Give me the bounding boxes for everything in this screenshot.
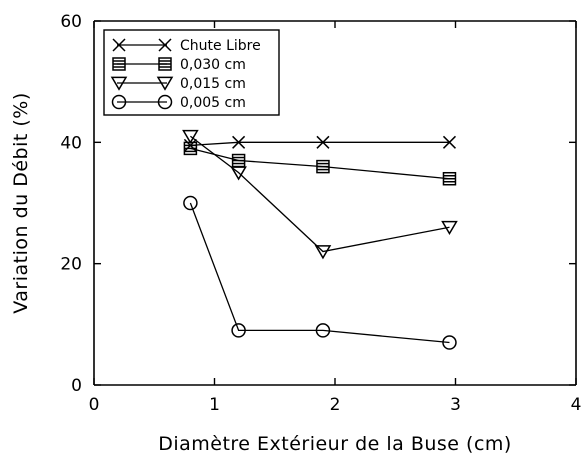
series-line (190, 141, 450, 147)
y-axis-title: Variation du Débit (%) (10, 92, 32, 314)
legend-label: 0,030 cm (180, 57, 246, 73)
marker-stroke (442, 135, 457, 149)
x-axis-title: Diamètre Extérieur de la Buse (cm) (158, 433, 512, 455)
data-point (231, 153, 246, 168)
marker-shape (442, 335, 457, 350)
marker-shape (231, 323, 246, 338)
data-point (441, 220, 458, 236)
data-point (316, 135, 330, 149)
data-point (183, 141, 198, 156)
marker-shape (110, 76, 128, 91)
marker-stroke (158, 38, 172, 52)
data-point (231, 323, 246, 338)
marker-stroke (232, 135, 246, 149)
legend-box (103, 29, 280, 116)
marker-stroke (112, 38, 126, 52)
data-point (230, 166, 247, 181)
legend-label: Chute Libre (180, 38, 261, 54)
legend-marker-left (112, 38, 126, 52)
series-line (190, 135, 450, 253)
y-tick-label: 40 (60, 133, 82, 153)
data-point (182, 129, 199, 145)
y-tick-label: 20 (60, 255, 82, 275)
x-tick-label: 3 (450, 395, 461, 415)
marker-shape (441, 220, 458, 236)
legend-marker-left (112, 57, 126, 71)
y-tick-label: 0 (71, 376, 82, 396)
data-point (315, 323, 331, 338)
legend-item: 0,005 cm (111, 94, 246, 111)
marker-shape (230, 166, 247, 181)
legend-marker-right (157, 94, 173, 110)
series-2 (182, 129, 458, 260)
marker-shape (314, 245, 332, 260)
marker-shape (157, 94, 173, 110)
legend-marker-left (110, 76, 128, 91)
data-point (232, 135, 246, 149)
data-point (316, 159, 330, 174)
legend-label: 0,005 cm (180, 95, 246, 111)
marker-stroke (316, 135, 330, 149)
data-point (442, 335, 457, 350)
marker-shape (182, 129, 199, 145)
legend-marker-right (158, 38, 172, 52)
marker-shape (111, 94, 127, 110)
series-line (189, 202, 450, 344)
legend-label: 0,015 cm (180, 76, 246, 92)
legend-item: 0,015 cm (110, 76, 246, 92)
series-0 (183, 135, 457, 152)
x-tick-label: 2 (330, 395, 341, 415)
x-tick-label: 0 (89, 395, 100, 415)
y-tick-label: 60 (60, 12, 82, 32)
x-tick-label: 1 (209, 395, 220, 415)
legend-marker-right (156, 76, 174, 91)
data-point (183, 195, 198, 211)
legend-marker-left (111, 94, 127, 110)
legend-item: Chute Libre (112, 38, 261, 54)
marker-shape (156, 76, 174, 91)
marker-shape (315, 323, 331, 338)
data-point (442, 135, 457, 149)
marker-shape (183, 195, 198, 211)
series-3 (183, 195, 457, 350)
data-point (442, 171, 457, 186)
series-layer (182, 129, 458, 350)
x-tick-label: 4 (571, 395, 581, 415)
data-point (314, 245, 332, 260)
legend: Chute Libre 0,030 cm 0,015 cm 0,005 cm (103, 29, 280, 116)
series-1 (183, 141, 457, 186)
legend-item: 0,030 cm (112, 57, 246, 73)
legend-marker-right (158, 57, 172, 71)
